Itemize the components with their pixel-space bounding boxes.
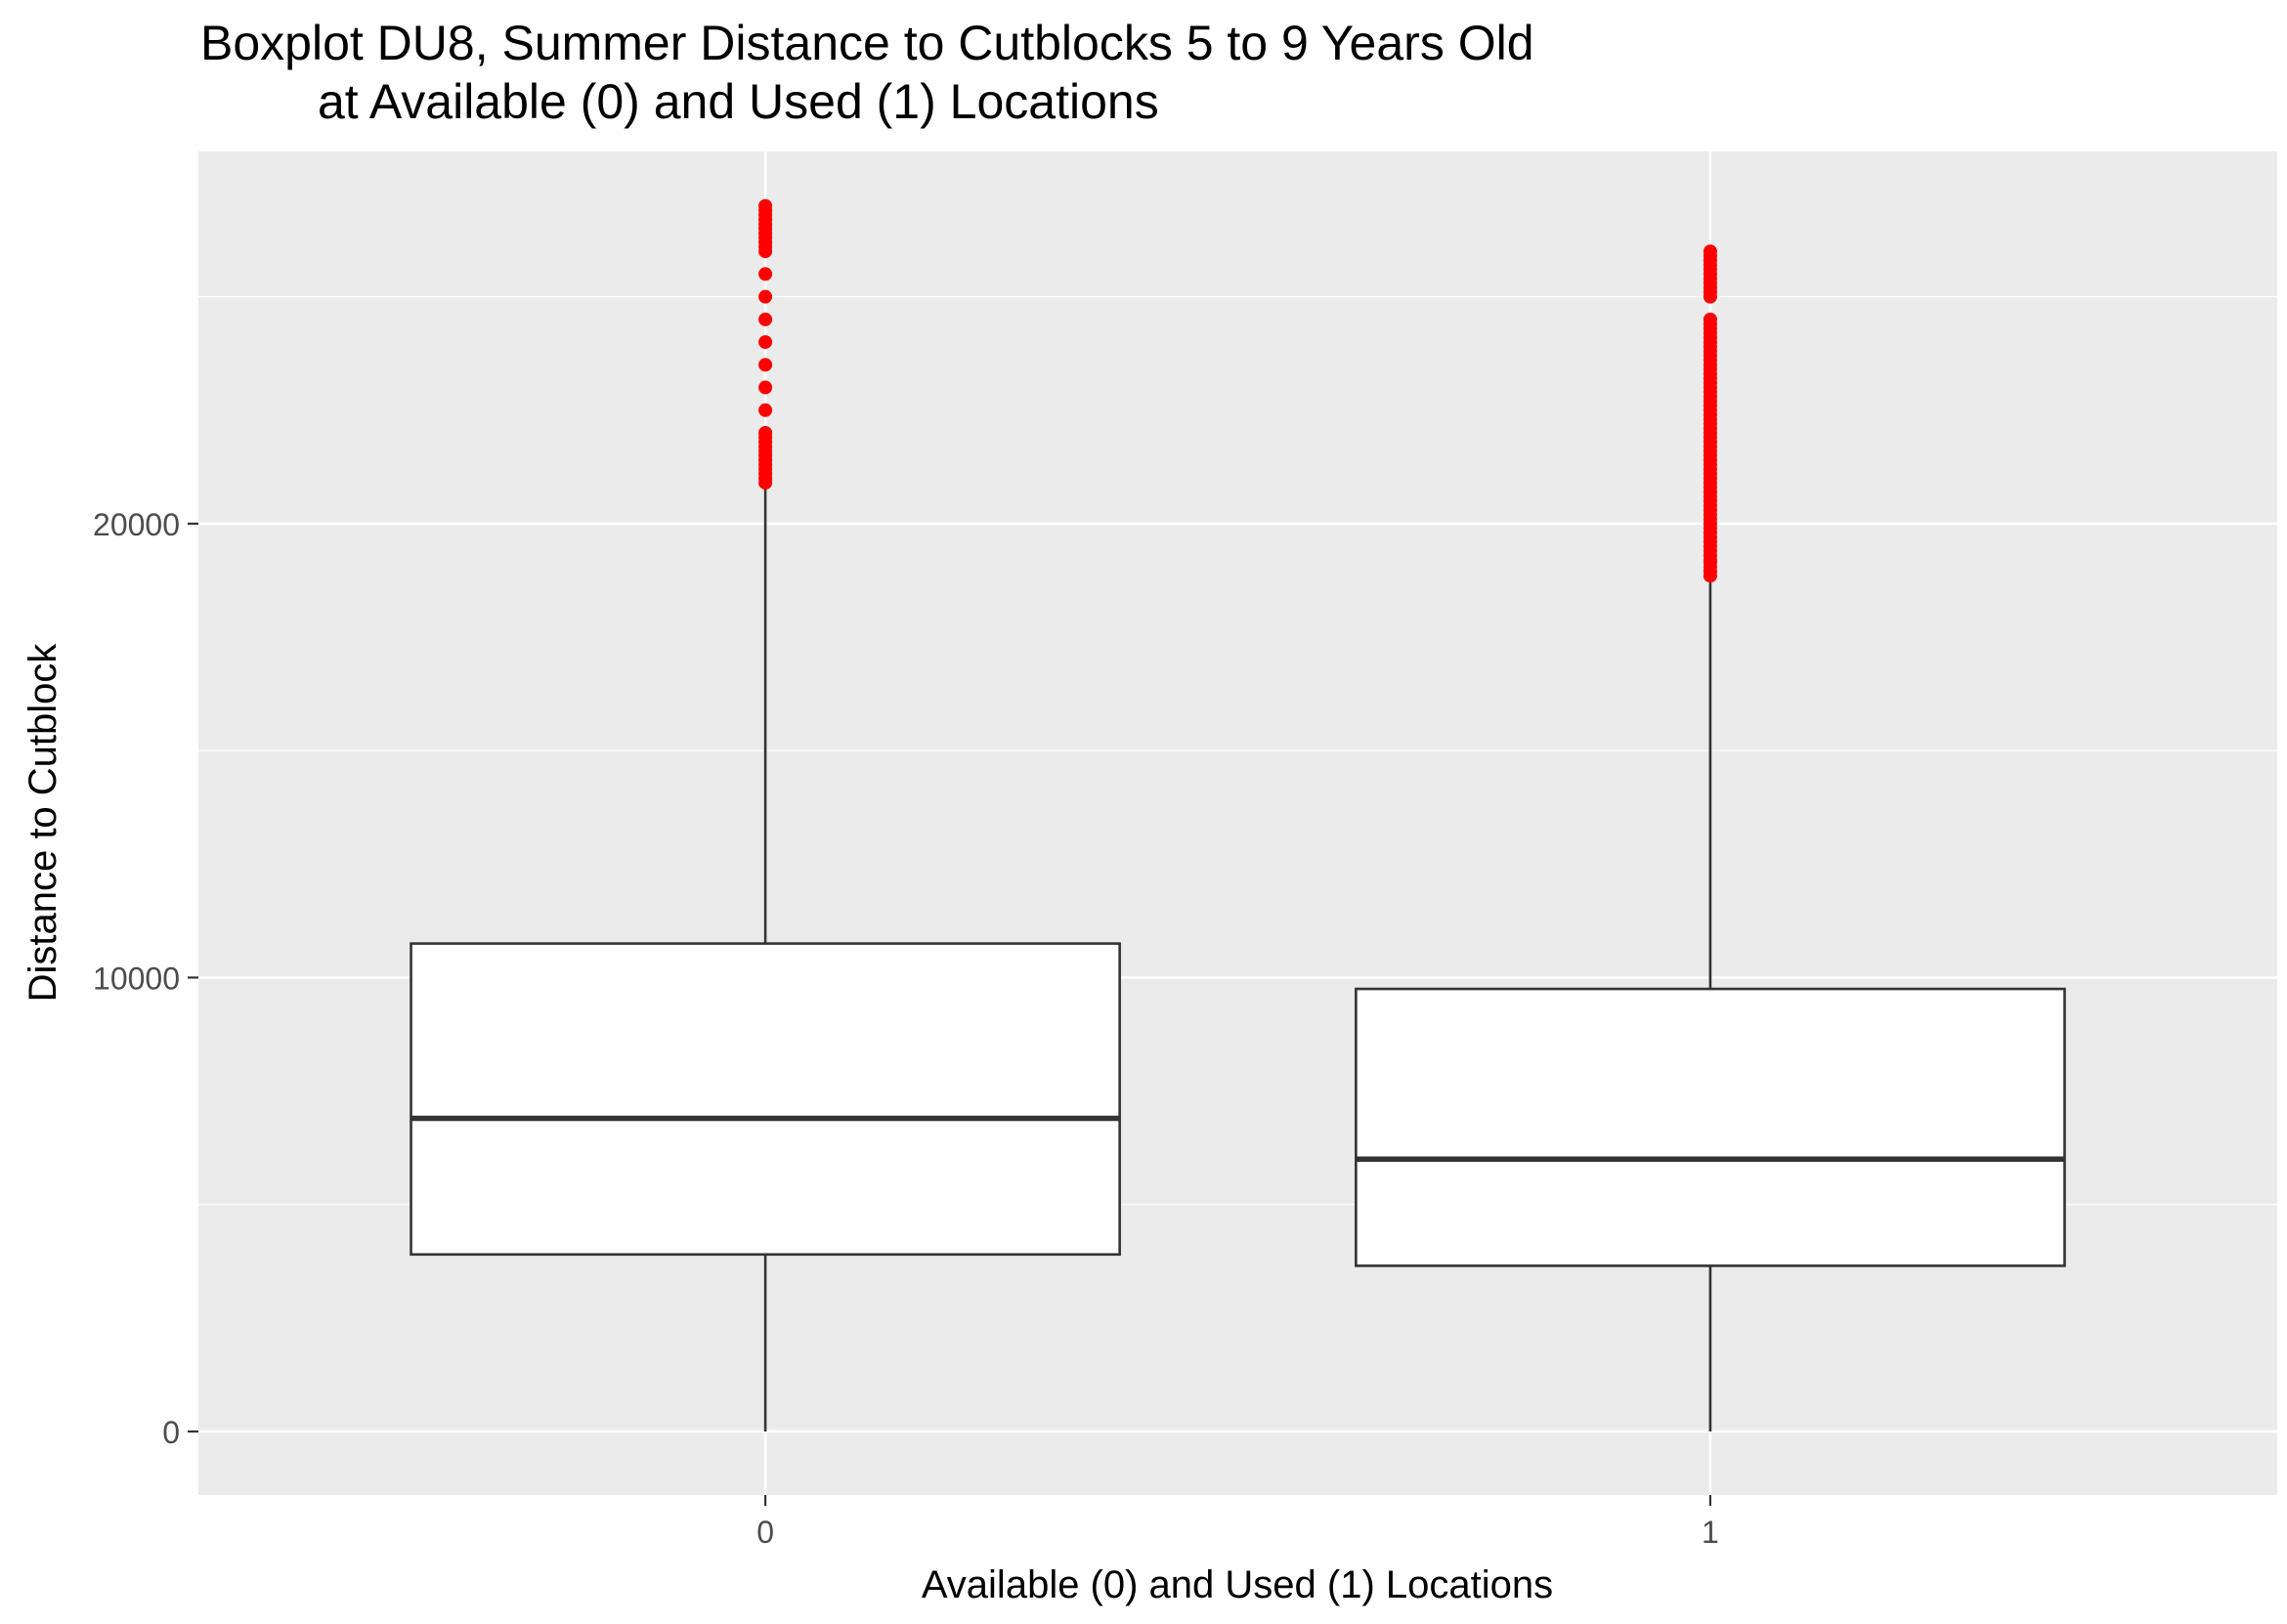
x-tick-label: 1 — [1702, 1515, 1719, 1550]
outlier-point — [758, 403, 773, 417]
chart-title: Boxplot DU8, Summer Distance to Cutblock… — [200, 14, 1534, 131]
chart-title-line2: at Available (0) and Used (1) Locations — [318, 74, 1159, 129]
outlier-point — [1703, 312, 1717, 326]
box-iqr — [410, 942, 1121, 1257]
outlier-point — [758, 380, 773, 395]
y-axis-label: Distance to Cutblock — [22, 643, 65, 1003]
y-tick-label: 20000 — [93, 507, 180, 542]
outlier-point — [758, 358, 773, 372]
y-tick-label: 10000 — [93, 961, 180, 996]
box-iqr — [1355, 987, 2066, 1267]
box-1 — [1355, 244, 2066, 1432]
chart-title-line1: Boxplot DU8, Summer Distance to Cutblock… — [200, 16, 1534, 70]
outlier-point — [758, 426, 773, 441]
outlier-point — [758, 312, 773, 326]
axes: 0 10000 20000 0 1 — [93, 507, 1719, 1550]
boxes — [410, 198, 2066, 1432]
outlier-point — [758, 289, 773, 304]
box-0 — [410, 198, 1121, 1432]
x-tick-label: 0 — [756, 1515, 774, 1550]
plot-panel — [198, 151, 2277, 1495]
outlier-point — [758, 267, 773, 281]
y-tick-label: 0 — [162, 1415, 180, 1450]
outlier-point — [758, 335, 773, 350]
outlier-point — [1703, 244, 1717, 259]
x-axis-label: Available (0) and Used (1) Locations — [922, 1563, 1553, 1606]
outlier-point — [758, 198, 773, 213]
